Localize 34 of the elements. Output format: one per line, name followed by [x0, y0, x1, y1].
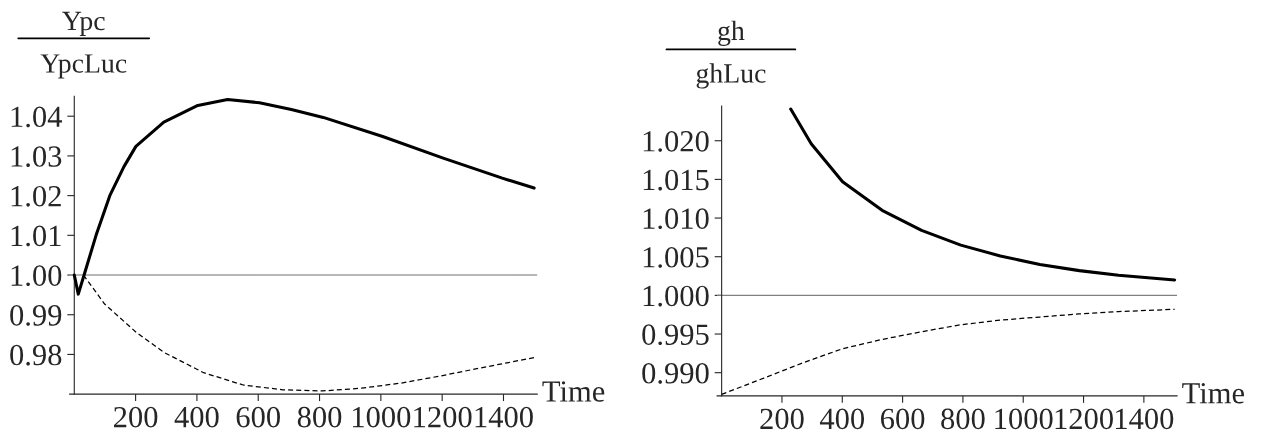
y-tick-label: 1.04 — [11, 106, 62, 128]
y-tick-label: 0.990 — [642, 362, 709, 384]
x-tick-label: 400 — [819, 408, 865, 430]
x-tick-label: 1000 — [352, 406, 411, 428]
x-tick-label: 1200 — [1055, 408, 1113, 430]
y-tick-label: 1.005 — [643, 247, 709, 268]
y-axis-title: gh ghLuc — [696, 20, 766, 89]
x-tick-label: 800 — [941, 408, 985, 430]
y-tick-label: 1.01 — [11, 225, 61, 247]
x-tick-label: 400 — [174, 406, 219, 428]
x-tick-label: 200 — [114, 406, 158, 428]
line-series — [789, 107, 1177, 282]
line-series — [721, 308, 1176, 395]
y-tick-label: 0.98 — [10, 344, 62, 366]
y-tick-label: 1.00 — [11, 265, 62, 287]
y-tick-label: 1.020 — [643, 131, 709, 152]
y-axis-title: Ypc YpcLuc — [40, 11, 127, 79]
x-tick-label: 200 — [760, 408, 804, 430]
x-axis-title: Time — [1182, 383, 1244, 404]
y-tick-label: 0.99 — [10, 305, 62, 326]
x-tick-label: 1400 — [475, 406, 533, 428]
y-tick-label: 0.995 — [642, 324, 709, 346]
x-tick-label: 1400 — [1116, 408, 1174, 430]
x-tick-label: 600 — [880, 408, 925, 430]
y-tick-label: 1.03 — [11, 146, 62, 167]
x-tick-label: 600 — [236, 406, 280, 428]
y-tick-label: 1.02 — [11, 185, 61, 207]
x-axis-title: Time — [542, 381, 605, 402]
y-tick-label: 1.010 — [643, 208, 709, 230]
x-tick-label: 1000 — [995, 408, 1053, 430]
x-tick-label: 1200 — [414, 406, 472, 428]
y-tick-label: 1.000 — [643, 285, 709, 307]
y-tick-label: 1.015 — [643, 169, 709, 191]
x-tick-label: 800 — [297, 406, 342, 428]
